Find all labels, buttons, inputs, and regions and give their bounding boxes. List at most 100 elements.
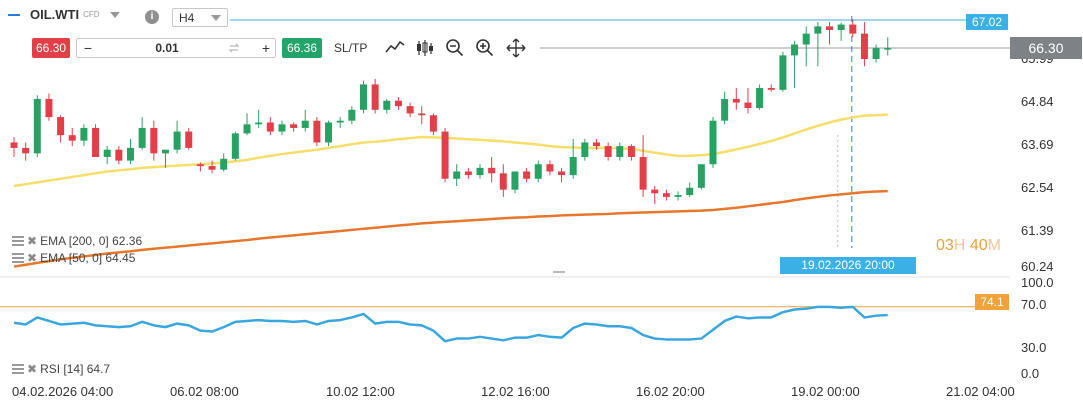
symbol-marker — [8, 14, 20, 16]
settings-lines-icon[interactable] — [12, 236, 24, 246]
price-label: 63.69 — [1021, 137, 1054, 152]
ema50-legend[interactable]: ✖ EMA [50, 0] 64.45 — [12, 251, 135, 265]
candle-body — [674, 195, 682, 197]
candle-body — [511, 171, 519, 190]
candle-body — [394, 100, 402, 107]
volume-input[interactable]: 0.01 — [155, 41, 179, 55]
time-label: 06.02 08:00 — [170, 384, 239, 399]
candle-body — [92, 127, 100, 157]
rsi-axis-label: 100.0 — [1021, 275, 1054, 290]
candle-body — [266, 122, 274, 132]
ema50-label: EMA [50, 0] 64.45 — [40, 251, 136, 265]
info-icon[interactable]: i — [145, 10, 159, 24]
symbol-selector[interactable]: OIL.WTI CFD — [30, 7, 120, 22]
candle-body — [208, 166, 216, 170]
candlestick-icon[interactable] — [414, 37, 436, 59]
buy-price-button[interactable]: 66.36 — [282, 38, 322, 58]
candle-body — [686, 187, 694, 196]
current-price-tag: 66.30 — [1010, 37, 1082, 59]
candle-body — [383, 100, 391, 110]
rsi-line — [13, 305, 888, 343]
candle-body — [860, 33, 868, 60]
candle-body — [220, 158, 228, 170]
candle-body — [872, 48, 880, 60]
close-icon[interactable]: ✖ — [27, 362, 38, 376]
settings-lines-icon[interactable] — [12, 364, 24, 374]
candle-body — [593, 142, 600, 147]
candle-body — [499, 173, 507, 190]
symbol-name: OIL.WTI — [30, 7, 80, 22]
swap-icon[interactable] — [227, 41, 245, 59]
chevron-down-icon — [109, 11, 120, 18]
countdown-minutes: 40 — [969, 237, 988, 254]
countdown-hours: 03 — [936, 237, 954, 254]
time-label: 19.02 00:00 — [791, 384, 860, 399]
ema200-legend[interactable]: ✖ EMA [200, 0] 62.36 — [12, 234, 142, 248]
candle-body — [313, 120, 321, 143]
close-icon[interactable]: ✖ — [27, 251, 38, 265]
zoom-in-icon[interactable] — [474, 37, 496, 59]
price-label: 62.54 — [1021, 180, 1054, 195]
candle-body — [721, 98, 729, 121]
line-chart-icon[interactable] — [384, 37, 406, 59]
timeframe-select[interactable]: H4 — [172, 8, 228, 27]
zoom-out-icon[interactable] — [444, 37, 466, 59]
time-label: 10.02 12:00 — [326, 384, 395, 399]
candle-body — [884, 48, 892, 50]
rsi-axis-label: 30.0 — [1021, 340, 1047, 355]
candle-body — [173, 131, 181, 150]
crosshair-time-tag: 19.02.2026 20:00 — [780, 257, 916, 274]
candle-body — [231, 133, 239, 159]
candle-body — [127, 147, 134, 161]
candle-body — [709, 120, 717, 165]
candle-body — [57, 117, 65, 136]
candle-body — [814, 26, 822, 34]
time-label: 16.02 20:00 — [636, 384, 705, 399]
candle-body — [301, 120, 309, 128]
close-icon[interactable]: ✖ — [27, 234, 38, 248]
candle-body — [488, 167, 496, 174]
candle-body — [546, 164, 554, 172]
candle-countdown: 03H 40M — [936, 237, 1001, 255]
volume-decrease-button[interactable]: − — [83, 40, 93, 56]
candle-body — [802, 33, 810, 45]
sell-price-button[interactable]: 66.30 — [32, 38, 70, 58]
rsi-legend[interactable]: ✖ RSI [14] 64.7 — [12, 362, 110, 376]
sltp-button[interactable]: SL/TP — [334, 41, 368, 55]
settings-lines-icon[interactable] — [12, 253, 24, 263]
rsi-axis-label: 0.0 — [1021, 366, 1040, 381]
candle-body — [348, 109, 356, 121]
rsi-label: RSI [14] 64.7 — [40, 362, 111, 376]
candle-body — [336, 120, 344, 123]
rsi-value-tag: 74.1 — [975, 294, 1009, 310]
move-icon[interactable] — [505, 37, 527, 59]
pane-resize-handle — [553, 271, 565, 273]
time-label: 04.02.2026 04:00 — [12, 384, 114, 399]
candle-body — [150, 127, 158, 154]
timeframe-value: H4 — [179, 11, 195, 25]
price-label: 60.24 — [1021, 259, 1054, 274]
candle-body — [10, 142, 18, 148]
candle-body — [185, 131, 193, 148]
candle-body — [22, 147, 30, 154]
candle-body — [569, 156, 577, 176]
candle-body — [429, 115, 437, 132]
time-label: 21.02 04:00 — [946, 384, 1015, 399]
candle-body — [604, 146, 612, 157]
ema50-line — [13, 113, 888, 188]
candle-body — [406, 106, 414, 114]
candle-body — [697, 164, 705, 188]
volume-increase-button[interactable]: + — [261, 40, 271, 56]
high-price-tag: 67.02 — [966, 14, 1008, 30]
candle-body — [534, 164, 542, 179]
candle-body — [243, 124, 251, 134]
countdown-minute-unit: M — [987, 237, 1001, 254]
candle-body — [558, 171, 566, 176]
candle-body — [662, 193, 670, 197]
candle-body — [791, 44, 799, 56]
candle-body — [616, 146, 624, 157]
volume-stepper: − 0.01 + — [76, 38, 276, 58]
price-label: 64.84 — [1021, 94, 1054, 109]
time-label: 12.02 16:00 — [481, 384, 550, 399]
